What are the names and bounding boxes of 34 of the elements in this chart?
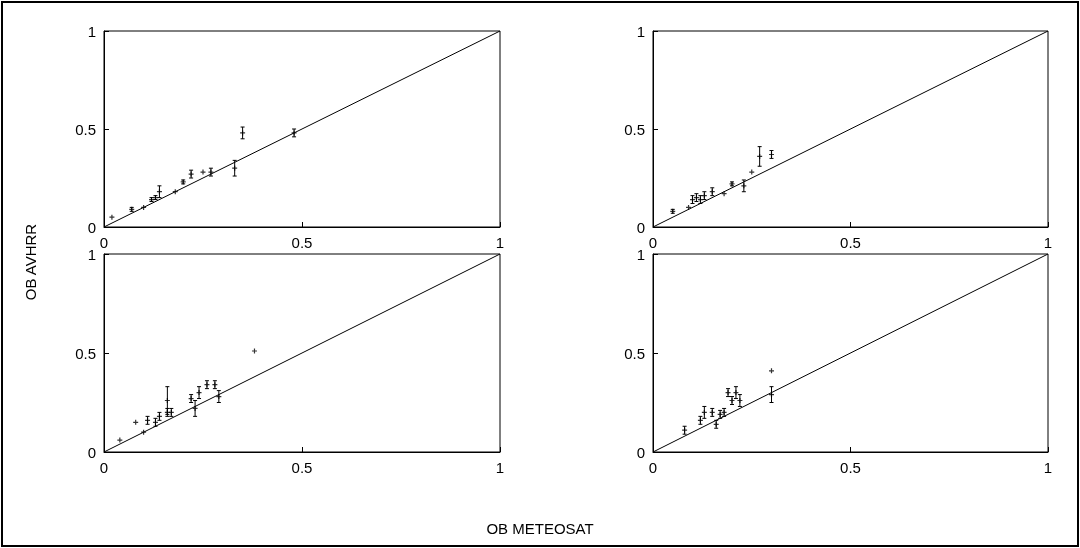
y-tick-label: 0.5 [624, 344, 645, 362]
x-tick-label: 0 [99, 234, 109, 251]
y-tick-label: 0.5 [624, 120, 645, 138]
x-axis-title: OB METEOSAT [485, 520, 595, 537]
y-tick-label: 0.5 [75, 120, 96, 138]
point [740, 182, 747, 189]
y-tick-label: 0 [87, 218, 96, 236]
point [116, 437, 123, 444]
y-tick-label: 1 [87, 245, 96, 263]
y-tick-label: 0 [87, 443, 96, 461]
point [195, 389, 203, 396]
point [108, 214, 116, 221]
x-tick-label: 1 [495, 234, 505, 251]
x-tick-label: 0.5 [840, 459, 861, 476]
x-tick-label: 0 [648, 459, 658, 476]
x-tick-label: 1 [495, 459, 505, 476]
x-tick-label: 0.5 [291, 459, 313, 476]
x-tick-label: 1 [1043, 459, 1053, 476]
x-tick-label: 0 [99, 459, 109, 476]
y-tick-label: 1 [636, 245, 645, 263]
y-tick-label: 0 [636, 218, 645, 236]
y-tick-label: 1 [87, 22, 96, 40]
y-tick-label: 0.5 [75, 344, 96, 362]
x-tick-label: 0 [648, 234, 658, 251]
x-tick-label: 0.5 [291, 234, 313, 251]
y-tick-label: 1 [636, 22, 645, 40]
x-tick-label: 1 [1043, 234, 1053, 251]
point [721, 190, 728, 197]
point [199, 169, 207, 176]
y-axis-title: OB AVHRR [21, 223, 39, 301]
x-tick-label: 0.5 [840, 234, 861, 251]
point [251, 347, 258, 355]
y-tick-label: 0 [636, 443, 645, 461]
point [748, 169, 755, 176]
